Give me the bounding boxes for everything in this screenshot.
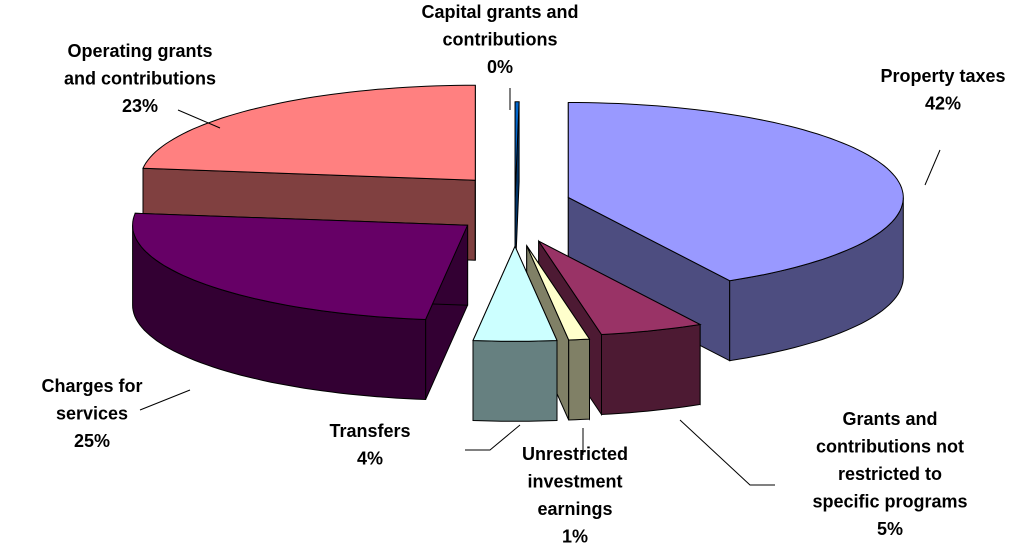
slice-side (472, 339, 558, 422)
slice (514, 101, 520, 197)
slice (472, 245, 558, 342)
leader-line (924, 149, 941, 186)
value-label: 42% (925, 94, 961, 114)
slice (538, 240, 702, 336)
slice (526, 245, 591, 341)
value-label: 0% (487, 57, 513, 77)
value-label: 5% (877, 519, 903, 539)
value-label: 1% (562, 527, 588, 547)
slice-label: Transfers (329, 421, 410, 441)
leader-line (139, 389, 191, 411)
slice (132, 212, 469, 321)
slice-label: Unrestricted investment earnings (522, 444, 628, 519)
leader-line (465, 424, 521, 451)
slice-side (568, 338, 590, 421)
leader-line (177, 109, 221, 129)
slice-side (601, 323, 701, 416)
slice (142, 84, 476, 181)
leader-line (679, 419, 775, 486)
slice-label: Charges for services (41, 376, 142, 424)
slice-label: Grants and contributions not restricted to… (812, 409, 967, 512)
slice-label: Capital grants and contributions (421, 2, 578, 50)
value-label: 25% (74, 431, 110, 451)
value-label: 4% (357, 449, 383, 469)
slice-label: Operating grants and contributions (64, 41, 216, 89)
slice-label: Property taxes (880, 66, 1005, 86)
value-label: 23% (122, 96, 158, 116)
slice (567, 102, 904, 282)
